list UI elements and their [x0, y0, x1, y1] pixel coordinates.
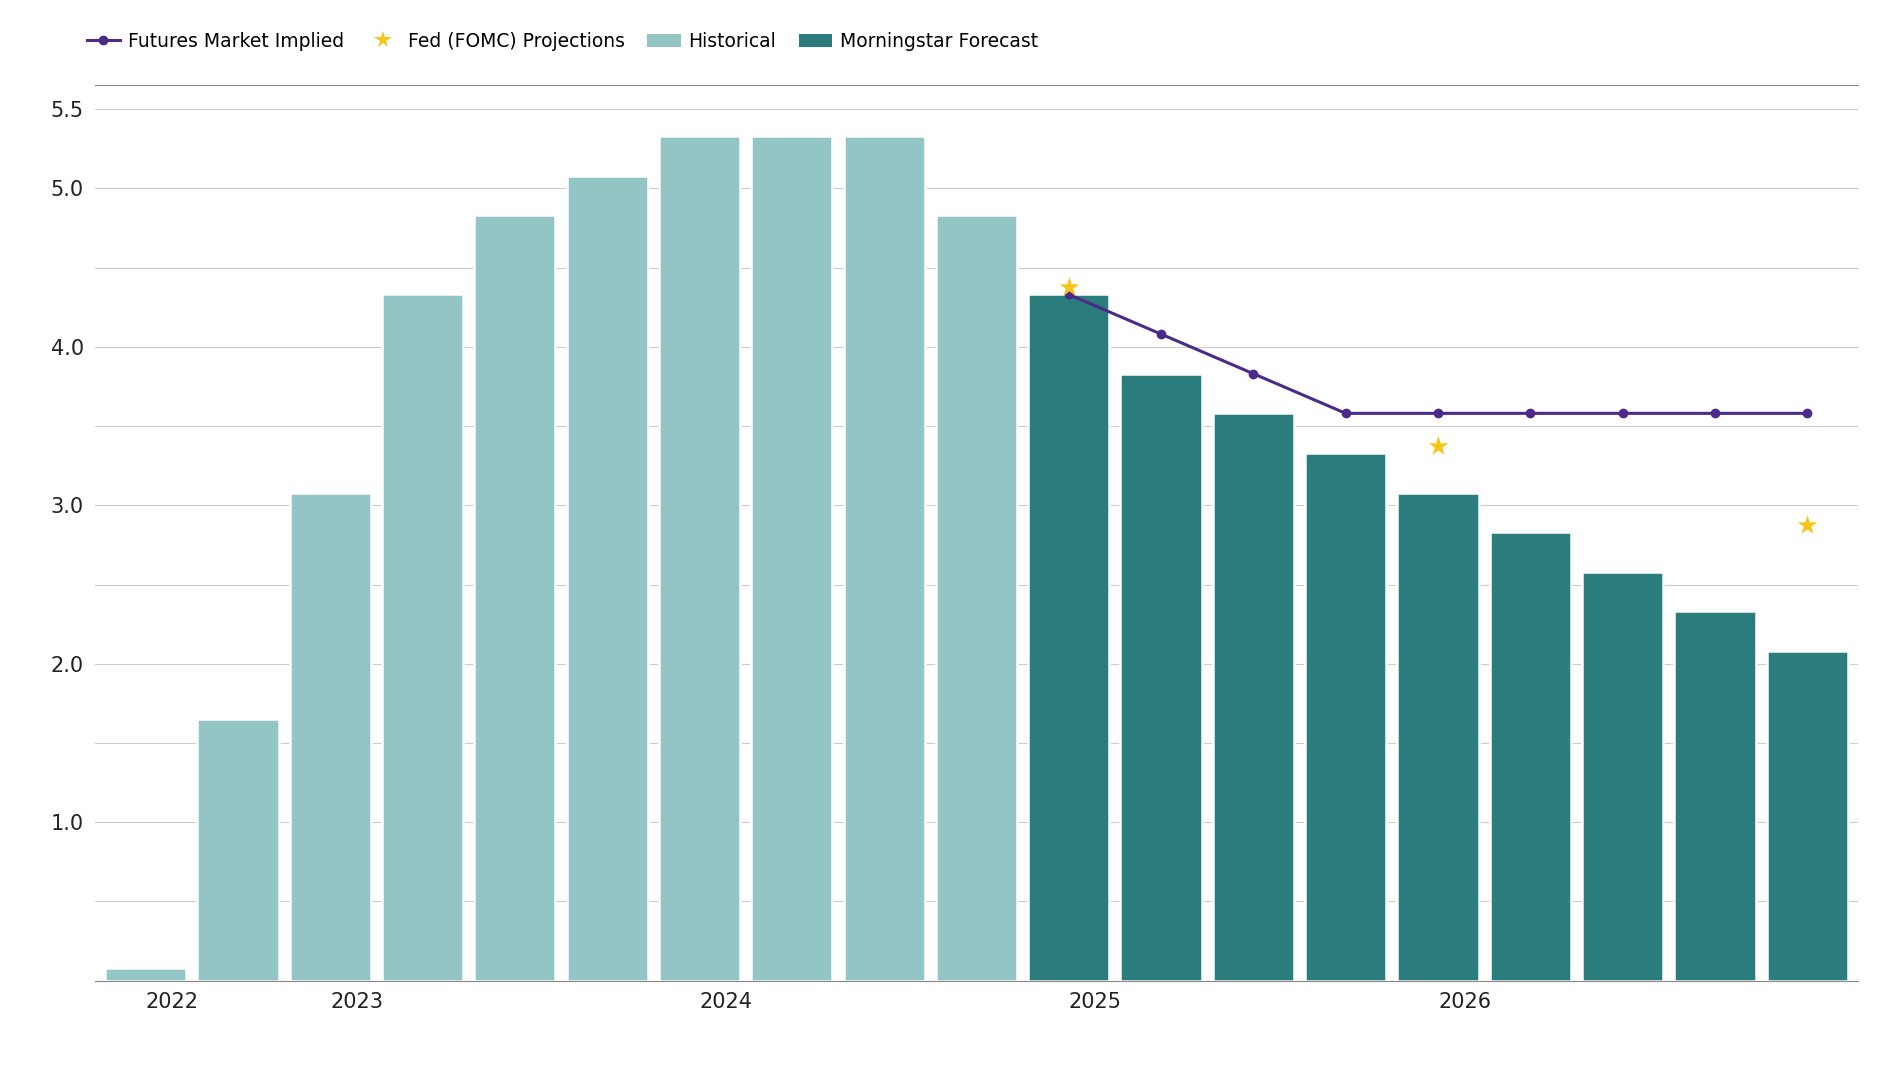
Legend: Futures Market Implied, Fed (FOMC) Projections, Historical, Morningstar Forecast: Futures Market Implied, Fed (FOMC) Proje…: [87, 32, 1037, 51]
Bar: [567, 176, 648, 981]
Bar: [1397, 492, 1479, 981]
Bar: [1767, 651, 1849, 981]
Bar: [1213, 414, 1293, 981]
Point: [1054, 279, 1085, 296]
Bar: [1304, 453, 1386, 981]
Bar: [937, 215, 1016, 981]
Bar: [474, 215, 556, 981]
Point: [1422, 437, 1452, 454]
Bar: [751, 136, 832, 981]
Bar: [104, 968, 186, 981]
Bar: [1490, 532, 1572, 981]
Bar: [660, 136, 739, 981]
Bar: [290, 492, 372, 981]
Point: [1792, 517, 1822, 534]
Bar: [844, 136, 925, 981]
Bar: [197, 720, 279, 981]
Bar: [1121, 374, 1202, 981]
Bar: [1028, 294, 1109, 981]
Bar: [1674, 612, 1756, 981]
Bar: [1581, 571, 1663, 981]
Bar: [381, 294, 463, 981]
